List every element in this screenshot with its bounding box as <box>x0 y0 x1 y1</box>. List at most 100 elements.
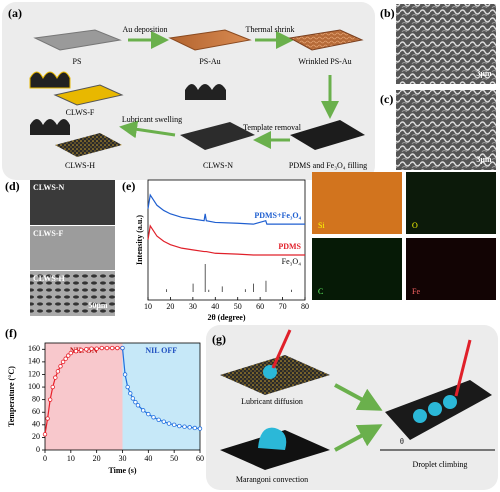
reference-label: Fe₃O₄ <box>282 257 302 266</box>
data-point <box>197 426 203 431</box>
data-point <box>42 432 48 437</box>
surface <box>220 430 330 470</box>
data-point <box>45 416 50 421</box>
profile <box>185 84 226 100</box>
data-point <box>156 417 161 422</box>
step-label: PS <box>73 57 82 66</box>
region <box>45 343 123 450</box>
data-point <box>122 372 128 377</box>
profile <box>29 71 71 89</box>
data-point <box>161 419 167 424</box>
y-tick-label: 0 <box>36 445 40 454</box>
eds-map <box>406 172 496 234</box>
x-tick-label: 10 <box>144 302 152 311</box>
sem-image <box>396 4 496 84</box>
wrinkled-slab <box>288 29 364 51</box>
data-point <box>120 345 125 351</box>
clws-h-slab <box>55 133 122 157</box>
laser <box>271 329 292 369</box>
step-label: PDMS and Fe₃O₄ filling <box>289 161 367 170</box>
data-point <box>73 348 79 354</box>
data-point <box>128 391 133 396</box>
data-point <box>55 369 61 374</box>
caption: Marangoni convection <box>236 475 308 484</box>
data-point <box>130 396 136 401</box>
x-tick-label: 40 <box>211 302 219 311</box>
droplet <box>428 402 442 416</box>
x-tick-label: 20 <box>93 454 101 463</box>
panel-label: (b) <box>380 6 395 20</box>
x-tick-label: 60 <box>256 302 264 311</box>
map-label: C <box>318 287 323 296</box>
sem-image <box>396 90 496 170</box>
data-point <box>94 346 99 351</box>
data-point <box>78 347 84 353</box>
legend-label: PDMS <box>278 242 301 251</box>
data-point <box>177 423 182 429</box>
y-tick-label: 140 <box>28 357 40 366</box>
data-point <box>166 421 172 426</box>
ps-slab <box>33 29 122 51</box>
data-point <box>99 345 105 351</box>
region <box>122 343 200 450</box>
data-point <box>47 397 53 402</box>
x-tick-label: 40 <box>144 454 152 463</box>
x-axis-label: Time (s) <box>108 466 136 475</box>
y-tick-label: 120 <box>28 369 40 378</box>
y-axis-label: Intensity (a.u.) <box>135 215 144 265</box>
region-label: NIL ON <box>70 346 98 355</box>
micrograph <box>30 180 115 225</box>
axes-frame <box>147 179 306 301</box>
droplet <box>263 365 277 379</box>
data-point <box>192 425 198 431</box>
x-tick-label: 30 <box>189 302 197 311</box>
micrograph <box>30 271 115 316</box>
micrograph <box>30 226 115 270</box>
panel-label: (c) <box>380 92 393 106</box>
data-point <box>135 403 141 408</box>
image-label: CLWS-F <box>33 229 63 238</box>
x-tick-label: 50 <box>170 454 178 463</box>
data-point <box>68 350 74 356</box>
data-point <box>104 345 110 351</box>
x-tick-label: 70 <box>279 302 287 311</box>
data-point <box>50 384 55 390</box>
data-point <box>58 364 63 369</box>
clws-n-slab <box>180 122 255 150</box>
ps-au-slab <box>168 29 252 51</box>
panel-label: (g) <box>212 332 226 346</box>
data-point <box>187 425 192 430</box>
legend-label: PDMS+Fe₃O₄ <box>254 211 301 220</box>
step-label: CLWS-F <box>66 108 95 117</box>
eds-map <box>406 238 496 300</box>
y-tick-label: 160 <box>28 344 40 353</box>
map-label: Si <box>318 221 325 230</box>
scale-bar: 50μm <box>88 301 108 310</box>
panel-label: (f) <box>5 326 17 340</box>
x-tick-label: 80 <box>301 302 309 311</box>
scale-bar: 3μm <box>476 69 492 78</box>
x-tick-label: 30 <box>119 454 127 463</box>
angle-label: θ <box>400 437 404 446</box>
x-tick-label: 20 <box>166 302 174 311</box>
data-point <box>146 411 151 417</box>
image-label: CLWS-H <box>33 274 65 283</box>
step-label: Lubricant swelling <box>122 115 182 124</box>
x-tick-label: 10 <box>67 454 75 463</box>
eds-map <box>312 238 402 300</box>
map-label: Fe <box>412 287 420 296</box>
data-point <box>84 347 89 352</box>
data-point <box>66 353 71 358</box>
caption: Droplet climbing <box>413 460 468 469</box>
eds-map <box>312 172 402 234</box>
panel-label: (e) <box>122 179 135 193</box>
step-label: Thermal shrink <box>245 25 294 34</box>
arrow <box>334 383 383 411</box>
y-tick-label: 20 <box>32 432 40 441</box>
caption: Lubricant diffusion <box>241 397 303 406</box>
region-label: NIL OFF <box>145 346 177 355</box>
data-point <box>60 359 66 365</box>
xrd-curve <box>147 193 305 225</box>
x-tick-label: 60 <box>196 454 204 463</box>
image-label: CLWS-N <box>33 183 64 192</box>
